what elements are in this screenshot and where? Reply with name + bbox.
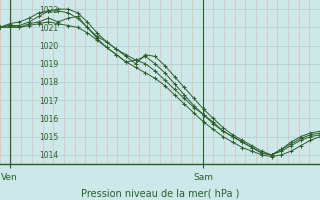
Text: Pression niveau de la mer( hPa ): Pression niveau de la mer( hPa ) — [81, 188, 239, 198]
